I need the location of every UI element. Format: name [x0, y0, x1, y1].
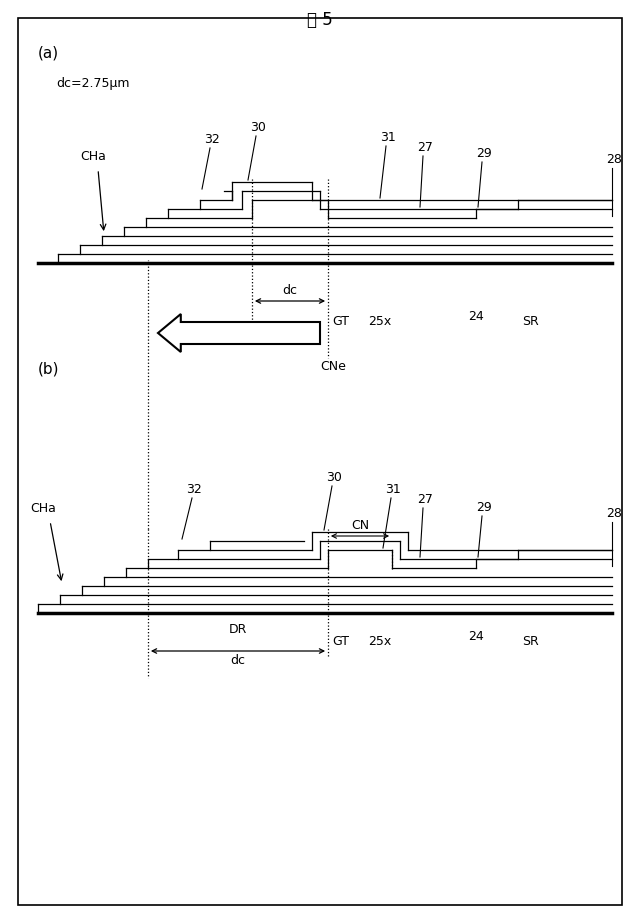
Text: GT: GT	[332, 635, 349, 648]
Text: 24: 24	[468, 310, 484, 323]
Text: (a): (a)	[38, 45, 59, 60]
Text: CHa: CHa	[30, 502, 56, 515]
Text: 24: 24	[468, 630, 484, 643]
Text: (b): (b)	[38, 361, 60, 376]
Text: dc: dc	[282, 284, 298, 297]
Text: 31: 31	[385, 483, 401, 496]
Text: 27: 27	[417, 493, 433, 506]
Text: DR: DR	[229, 623, 247, 636]
Text: 30: 30	[250, 121, 266, 134]
Text: 31: 31	[380, 131, 396, 144]
Text: 28: 28	[606, 507, 622, 520]
Text: GT: GT	[332, 315, 349, 328]
Text: 25x: 25x	[368, 315, 391, 328]
Text: 27: 27	[417, 141, 433, 154]
Text: 29: 29	[476, 147, 492, 160]
Text: 28: 28	[606, 153, 622, 166]
Text: 30: 30	[326, 471, 342, 484]
Text: 29: 29	[476, 501, 492, 514]
Polygon shape	[158, 314, 320, 352]
Text: CHa: CHa	[80, 150, 106, 163]
Text: CNe: CNe	[320, 360, 346, 373]
Text: SR: SR	[522, 635, 539, 648]
Text: dc=2.75μm: dc=2.75μm	[56, 77, 129, 90]
Text: dc: dc	[230, 654, 246, 667]
Text: 32: 32	[204, 133, 220, 146]
Text: 32: 32	[186, 483, 202, 496]
Text: 図 5: 図 5	[307, 11, 333, 29]
Text: 25x: 25x	[368, 635, 391, 648]
Text: SR: SR	[522, 315, 539, 328]
Text: CN: CN	[351, 519, 369, 532]
